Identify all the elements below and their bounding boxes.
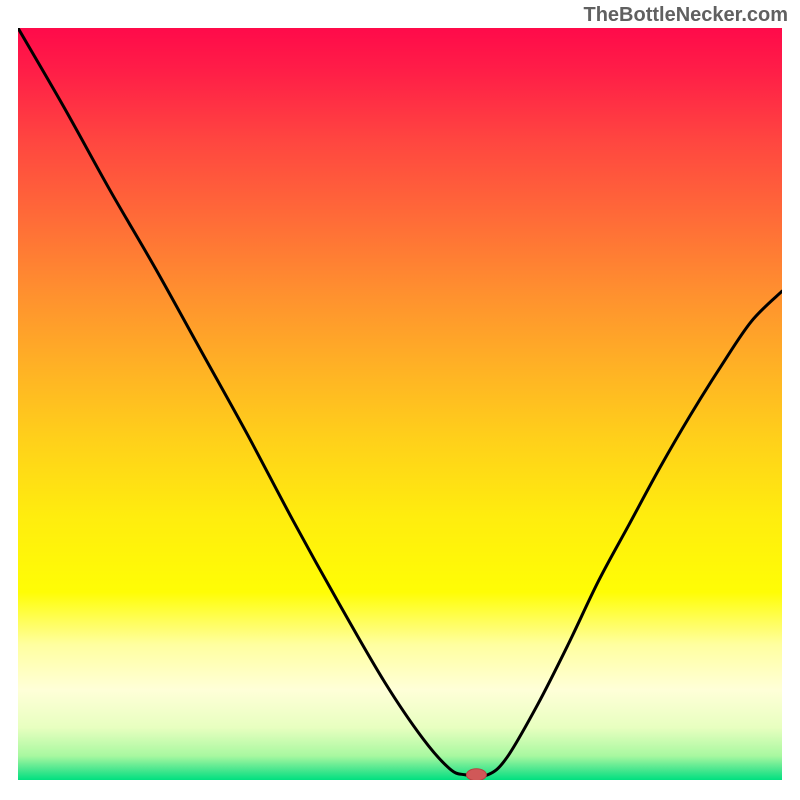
gradient-background (18, 28, 782, 780)
watermark-text: TheBottleNecker.com (583, 4, 788, 27)
bottleneck-chart (18, 28, 782, 780)
optimal-marker (466, 769, 486, 780)
chart-container: TheBottleNecker.com (0, 0, 800, 800)
plot-area (18, 28, 782, 780)
